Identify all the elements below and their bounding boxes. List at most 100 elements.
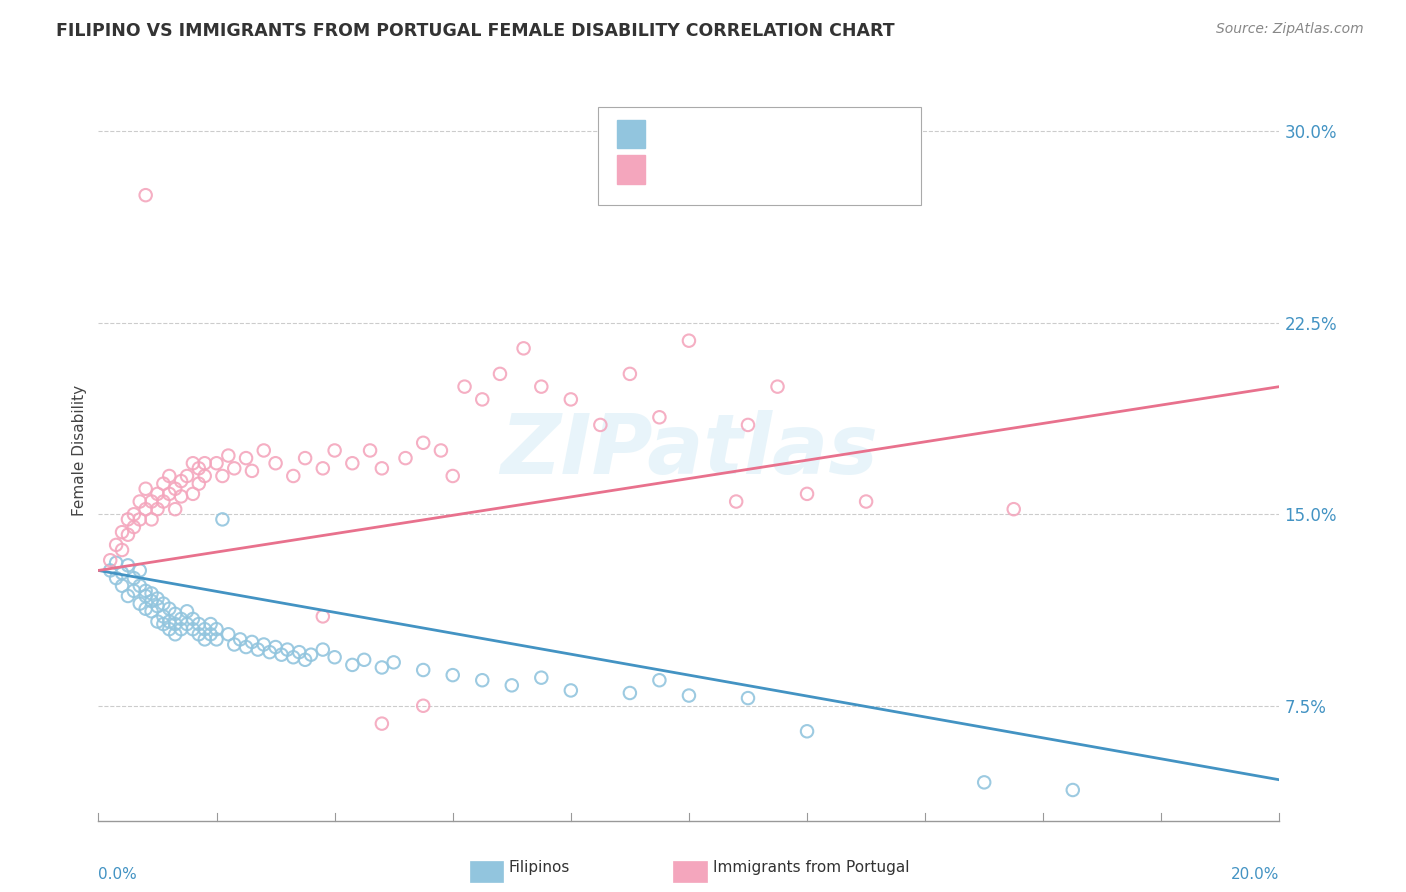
Point xyxy=(187,461,209,475)
Point xyxy=(146,591,169,606)
Point xyxy=(157,622,180,636)
Point xyxy=(194,469,217,483)
Text: N =: N = xyxy=(768,162,804,177)
Text: 0.0%: 0.0% xyxy=(98,867,138,881)
Point xyxy=(165,617,187,632)
Point xyxy=(105,571,128,585)
Point xyxy=(152,609,174,624)
Point xyxy=(253,638,276,652)
Point xyxy=(737,417,759,432)
Point xyxy=(111,525,134,540)
Point xyxy=(259,645,281,659)
Point xyxy=(117,558,139,573)
Point xyxy=(283,650,305,665)
Point xyxy=(105,538,128,552)
Point xyxy=(648,673,671,688)
Point xyxy=(229,632,252,647)
Point xyxy=(371,716,394,731)
Text: 0.437: 0.437 xyxy=(695,162,745,177)
Point xyxy=(796,487,818,501)
Point xyxy=(152,597,174,611)
Point xyxy=(235,640,257,654)
Point xyxy=(294,451,316,466)
Text: FILIPINO VS IMMIGRANTS FROM PORTUGAL FEMALE DISABILITY CORRELATION CHART: FILIPINO VS IMMIGRANTS FROM PORTUGAL FEM… xyxy=(56,22,894,40)
Point xyxy=(98,564,121,578)
Point xyxy=(471,673,494,688)
Point xyxy=(725,494,748,508)
Point xyxy=(111,543,134,558)
Point xyxy=(299,648,322,662)
Point xyxy=(146,615,169,629)
Point xyxy=(205,456,228,470)
Point xyxy=(165,607,187,621)
Point xyxy=(619,686,641,700)
Point xyxy=(200,627,222,641)
Point xyxy=(165,482,187,496)
Point xyxy=(382,656,405,670)
Point xyxy=(194,456,217,470)
Point xyxy=(489,367,512,381)
Point xyxy=(253,443,276,458)
Point xyxy=(560,683,582,698)
Point xyxy=(412,663,434,677)
Point xyxy=(619,367,641,381)
Text: R =: R = xyxy=(655,127,690,141)
Point xyxy=(1002,502,1025,516)
Point xyxy=(766,379,789,393)
Point xyxy=(128,597,150,611)
Point xyxy=(170,622,193,636)
Text: Immigrants from Portugal: Immigrants from Portugal xyxy=(713,860,910,874)
Point xyxy=(128,579,150,593)
Point xyxy=(288,645,311,659)
Point xyxy=(471,392,494,407)
Point xyxy=(855,494,877,508)
Point xyxy=(294,653,316,667)
Point xyxy=(264,640,287,654)
Point xyxy=(589,417,612,432)
Point xyxy=(146,599,169,614)
Point xyxy=(560,392,582,407)
Point xyxy=(312,461,335,475)
Point xyxy=(157,487,180,501)
Point xyxy=(441,668,464,682)
Point xyxy=(152,476,174,491)
Point xyxy=(176,617,198,632)
Point xyxy=(441,469,464,483)
Point xyxy=(412,698,434,713)
Point xyxy=(135,188,157,202)
Point xyxy=(312,609,335,624)
Text: 79: 79 xyxy=(807,127,827,141)
Point xyxy=(194,622,217,636)
Point xyxy=(122,520,145,534)
Point xyxy=(170,612,193,626)
Point xyxy=(353,653,375,667)
Point xyxy=(1062,783,1084,797)
Point xyxy=(117,512,139,526)
Point xyxy=(141,586,163,600)
Point xyxy=(200,617,222,632)
Point xyxy=(211,512,233,526)
Point xyxy=(412,435,434,450)
Point xyxy=(217,449,239,463)
Point xyxy=(181,622,204,636)
Point xyxy=(205,632,228,647)
Point xyxy=(141,604,163,618)
Point xyxy=(371,660,394,674)
Point xyxy=(98,553,121,567)
Point xyxy=(453,379,475,393)
Point xyxy=(276,642,298,657)
Point xyxy=(342,657,364,672)
Point xyxy=(111,579,134,593)
Point xyxy=(342,456,364,470)
Point xyxy=(194,632,217,647)
Point xyxy=(205,622,228,636)
Point xyxy=(181,612,204,626)
Point xyxy=(135,601,157,615)
Point xyxy=(157,469,180,483)
Point xyxy=(430,443,453,458)
Point xyxy=(678,334,700,348)
Point xyxy=(117,589,139,603)
Point xyxy=(394,451,416,466)
Point xyxy=(122,508,145,522)
Point xyxy=(211,469,233,483)
